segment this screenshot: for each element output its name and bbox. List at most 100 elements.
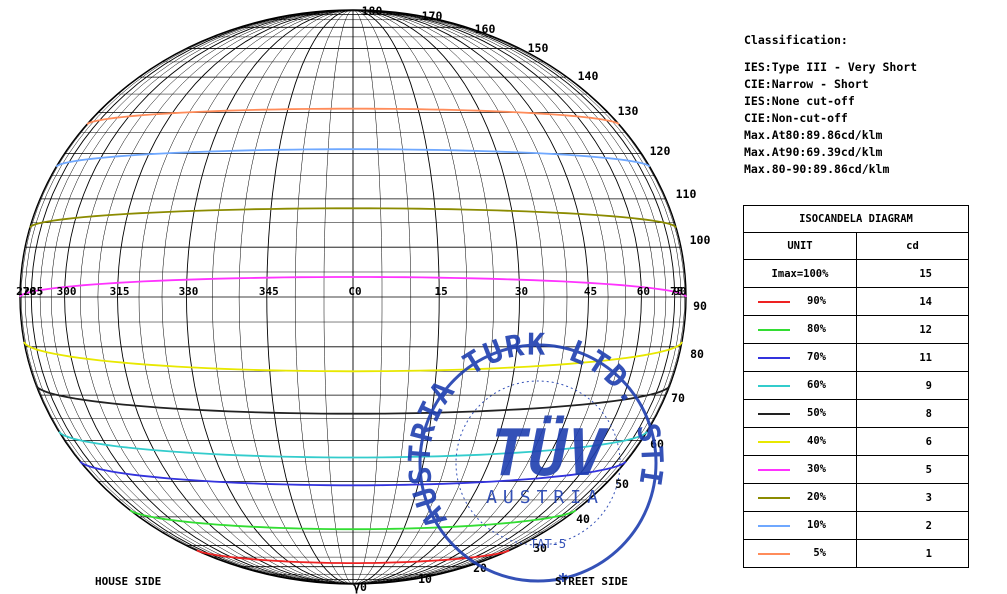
contour-lines bbox=[19, 107, 687, 564]
street-side-label: STREET SIDE bbox=[555, 575, 628, 588]
polar-angle-label: 160 bbox=[475, 22, 496, 36]
contour-80-percent bbox=[129, 509, 577, 531]
legend-title: ISOCANDELA DIAGRAM bbox=[743, 205, 969, 233]
legend-level-cell: 20% bbox=[743, 483, 857, 512]
legend-percent: 50% bbox=[807, 407, 826, 419]
polar-angle-label: 140 bbox=[578, 69, 599, 83]
legend-percent: 30% bbox=[807, 463, 826, 475]
legend-cd-value: 6 bbox=[856, 427, 969, 456]
legend-percent: 10% bbox=[807, 519, 826, 531]
contour-20-percent bbox=[29, 207, 677, 229]
azimuth-label: 15 bbox=[435, 285, 448, 298]
legend-row: 70% 11 bbox=[743, 343, 969, 372]
legend-percent: 90% bbox=[807, 295, 826, 307]
legend-imax-label: Imax=100% bbox=[743, 259, 857, 288]
polar-angle-label: 120 bbox=[650, 144, 671, 158]
classification-title: Classification: bbox=[744, 33, 848, 47]
polar-angle-label: 180 bbox=[362, 4, 383, 18]
legend-percent: 70% bbox=[807, 351, 826, 363]
legend-level-cell: 80% bbox=[743, 315, 857, 344]
contour-5-percent bbox=[86, 107, 620, 125]
stamp-tuv-text: TÜV bbox=[490, 415, 609, 491]
legend-imax-value: 15 bbox=[856, 259, 969, 288]
legend-cd-value: 3 bbox=[856, 483, 969, 512]
azimuth-label: 90 bbox=[673, 285, 686, 298]
contour-30-percent bbox=[19, 276, 687, 298]
legend-cd-value: 11 bbox=[856, 343, 969, 372]
classification-line: Max.At90:69.39cd/klm bbox=[744, 145, 883, 159]
legend-swatch bbox=[758, 413, 790, 415]
polar-angle-label: 130 bbox=[618, 104, 639, 118]
polar-angle-label: 40 bbox=[576, 512, 590, 526]
classification-line: CIE:Non-cut-off bbox=[744, 111, 848, 125]
legend-cd-value: 12 bbox=[856, 315, 969, 344]
classification-line: CIE:Narrow - Short bbox=[744, 77, 869, 91]
legend-swatch bbox=[758, 301, 790, 303]
polar-angle-label: 150 bbox=[528, 41, 549, 55]
legend-level-cell: 60% bbox=[743, 371, 857, 400]
polar-angle-label: 70 bbox=[671, 391, 685, 405]
classification-panel: Classification: IES:Type III - Very Shor… bbox=[744, 32, 917, 178]
azimuth-label: 345 bbox=[259, 285, 279, 298]
azimuth-label: 45 bbox=[584, 285, 597, 298]
azimuth-label: 315 bbox=[110, 285, 130, 298]
legend-cd-value: 8 bbox=[856, 399, 969, 428]
legend-swatch bbox=[758, 385, 790, 387]
contour-90-percent bbox=[196, 549, 510, 564]
stamp-austria-text: AUSTRIA bbox=[486, 487, 604, 508]
legend-swatch bbox=[758, 329, 790, 331]
contour-10-percent bbox=[55, 148, 651, 168]
legend-swatch bbox=[758, 553, 790, 555]
azimuth-label: 330 bbox=[179, 285, 199, 298]
classification-line: Max.80-90:89.86cd/klm bbox=[744, 162, 890, 176]
stamp-inner-ring bbox=[455, 380, 621, 546]
legend-row: 5% 1 bbox=[743, 539, 969, 568]
legend-row: 30% 5 bbox=[743, 455, 969, 484]
contour-70-percent bbox=[79, 460, 627, 487]
polar-angle-label: γ0 bbox=[353, 580, 367, 594]
azimuth-label: 270 bbox=[16, 285, 36, 298]
legend-percent: 40% bbox=[807, 435, 826, 447]
isocandela-legend-table: ISOCANDELA DIAGRAM UNIT cd Imax=100% 15 … bbox=[743, 205, 969, 568]
legend-level-cell: 50% bbox=[743, 399, 857, 428]
legend-row: 90% 14 bbox=[743, 287, 969, 316]
legend-row: 10% 2 bbox=[743, 511, 969, 540]
legend-level-cell: 10% bbox=[743, 511, 857, 540]
azimuth-label: 60 bbox=[637, 285, 650, 298]
legend-cd-value: 2 bbox=[856, 511, 969, 540]
legend-cd-value: 5 bbox=[856, 455, 969, 484]
legend-swatch bbox=[758, 441, 790, 443]
legend-level-cell: 30% bbox=[743, 455, 857, 484]
contour-60-percent bbox=[58, 431, 648, 459]
legend-level-cell: 90% bbox=[743, 287, 857, 316]
legend-cd-value: 9 bbox=[856, 371, 969, 400]
legend-row: 40% 6 bbox=[743, 427, 969, 456]
legend-row: 20% 3 bbox=[743, 483, 969, 512]
stamp-code-text: TAT-5 bbox=[530, 537, 566, 551]
house-side-label: HOUSE SIDE bbox=[95, 575, 161, 588]
legend-unit-label: UNIT bbox=[743, 232, 857, 260]
legend-swatch bbox=[758, 497, 790, 499]
azimuth-label: 30 bbox=[515, 285, 528, 298]
classification-line: IES:Type III - Very Short bbox=[744, 60, 918, 74]
legend-swatch bbox=[758, 357, 790, 359]
legend-percent: 5% bbox=[813, 547, 826, 559]
contour-50-percent bbox=[35, 385, 671, 415]
polar-angle-label: 50 bbox=[615, 477, 629, 491]
classification-line: Max.At80:89.86cd/klm bbox=[744, 128, 883, 142]
legend-percent: 20% bbox=[807, 491, 826, 503]
polar-angle-label: 90 bbox=[693, 299, 707, 313]
azimuth-label: C0 bbox=[348, 285, 361, 298]
legend-row: 60% 9 bbox=[743, 371, 969, 400]
legend-rows: 90% 14 80% 12 70% 11 60% 9 50% 8 40% 6 30% 5 20% 3 10% 2 5… bbox=[743, 287, 969, 568]
polar-angle-label: 80 bbox=[690, 347, 704, 361]
polar-angle-label: 100 bbox=[690, 233, 711, 247]
azimuth-label: 75 bbox=[670, 285, 683, 298]
legend-cd-value: 14 bbox=[856, 287, 969, 316]
polar-angle-label: 110 bbox=[676, 187, 697, 201]
legend-percent: 60% bbox=[807, 379, 826, 391]
contour-40-percent bbox=[23, 341, 683, 373]
legend-percent: 80% bbox=[807, 323, 826, 335]
legend-cd-value: 1 bbox=[856, 539, 969, 568]
